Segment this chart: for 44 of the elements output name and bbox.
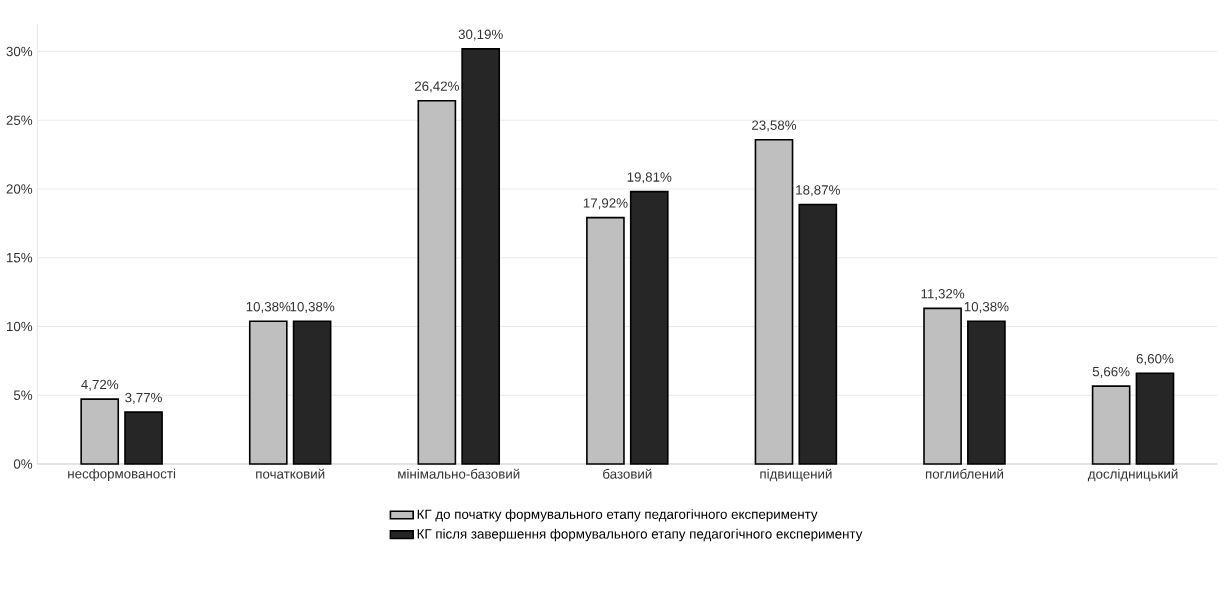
data-label: 10,38%	[246, 302, 291, 314]
bar	[80, 398, 120, 465]
bar	[292, 320, 332, 465]
y-tick-label: 15%	[6, 253, 33, 263]
x-tick-label: несформованості	[68, 468, 176, 482]
x-tick-label: поглиблений	[925, 468, 1004, 479]
bar	[923, 307, 962, 465]
data-label: 26,42%	[414, 81, 459, 93]
x-tick-label: мінімально-базовий	[398, 468, 520, 479]
data-label: 10,38%	[290, 302, 335, 314]
data-label: 4,72%	[81, 379, 119, 391]
x-tick-label: дослідницький	[1087, 468, 1178, 482]
y-tick-label: 0%	[13, 459, 33, 469]
bar	[586, 216, 625, 465]
bar	[629, 190, 669, 465]
data-label: 18,87%	[796, 185, 840, 197]
data-label: 17,92%	[583, 198, 628, 210]
bar	[798, 203, 838, 465]
x-tick-label: базовий	[603, 468, 652, 479]
bar	[124, 411, 163, 465]
x-tick-label: підвищений	[760, 468, 832, 482]
data-label: 30,19%	[458, 29, 503, 41]
data-label: 11,32%	[921, 289, 965, 301]
bar	[1135, 372, 1175, 465]
y-tick-label: 10%	[6, 321, 33, 332]
legend-label: КГ після завершення формувального етапу педагогічного експерименту	[417, 529, 863, 542]
data-label: 23,58%	[752, 120, 797, 132]
data-label: 3,77%	[125, 393, 162, 405]
y-tick-label: 25%	[6, 115, 33, 126]
bar	[1091, 385, 1131, 465]
y-tick-label: 20%	[6, 184, 33, 194]
bar	[967, 320, 1006, 465]
bar	[248, 320, 288, 465]
data-label: 5,66%	[1092, 367, 1130, 379]
y-tick-label: 5%	[13, 390, 33, 401]
data-label: 6,60%	[1136, 354, 1174, 366]
x-tick-label: початковий	[256, 468, 325, 479]
bar	[754, 139, 794, 465]
bar	[417, 100, 457, 465]
y-tick-label: 30%	[6, 46, 33, 57]
legend-label: КГ до початку формувального етапу педагогічного експерименту	[417, 509, 818, 522]
data-label: 19,81%	[627, 172, 672, 184]
bar	[461, 48, 501, 465]
data-label: 10,38%	[964, 302, 1009, 314]
